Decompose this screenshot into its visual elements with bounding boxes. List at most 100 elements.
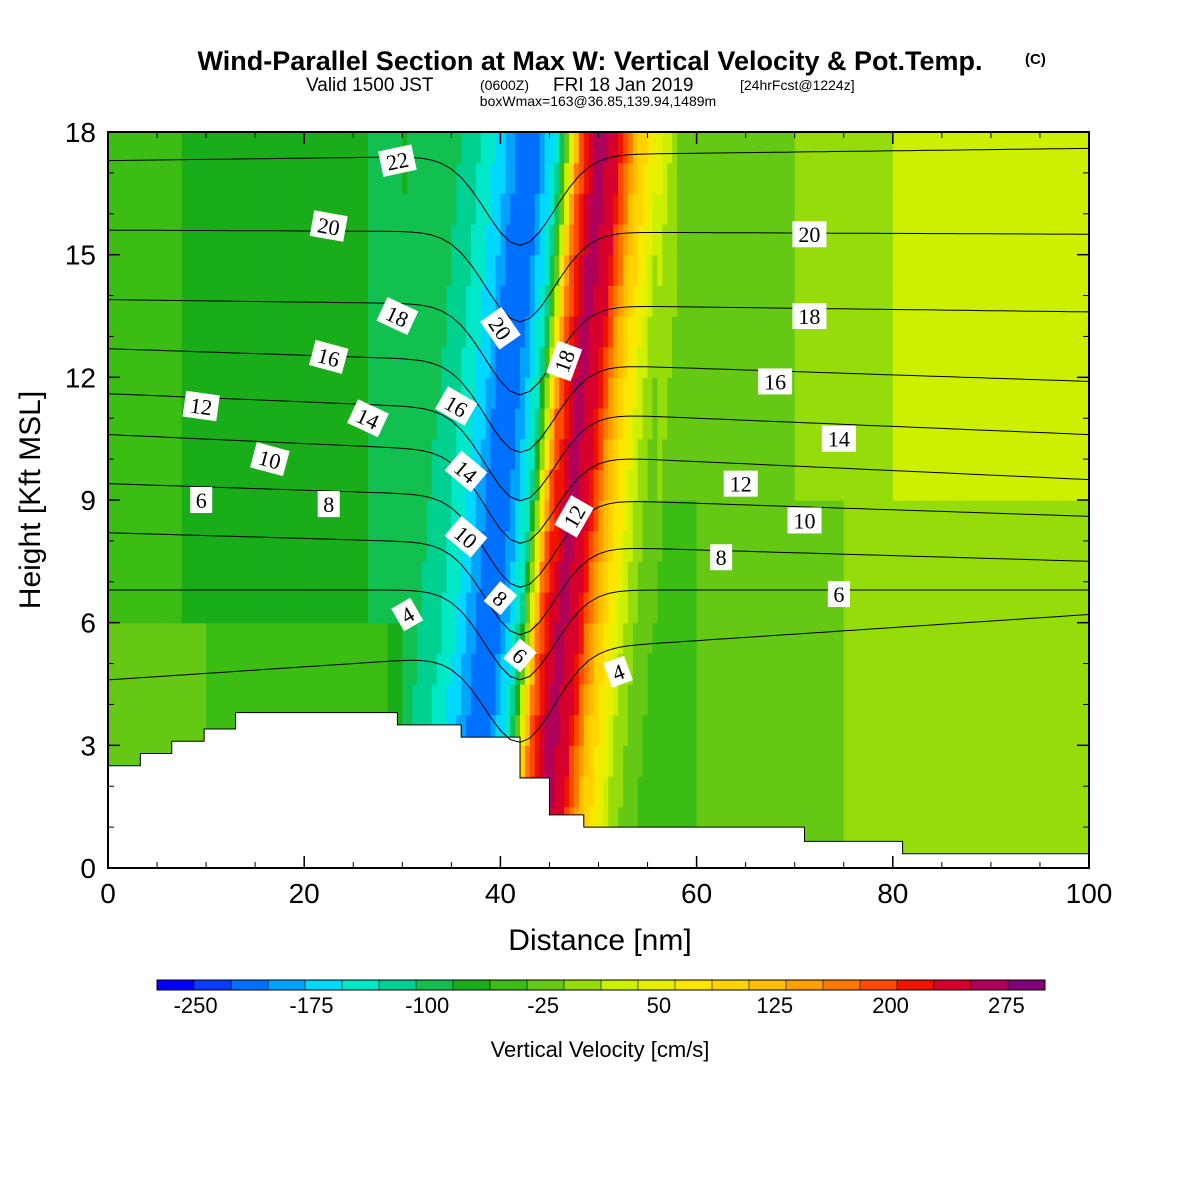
velocity-cell bbox=[946, 561, 953, 593]
velocity-cell bbox=[691, 714, 698, 746]
velocity-cell bbox=[338, 132, 345, 164]
velocity-cell bbox=[779, 714, 786, 746]
velocity-cell bbox=[1025, 162, 1031, 194]
velocity-cell bbox=[240, 193, 246, 225]
velocity-cell bbox=[990, 622, 997, 654]
velocity-cell bbox=[524, 162, 531, 194]
velocity-cell bbox=[858, 714, 864, 746]
velocity-cell bbox=[309, 316, 315, 348]
velocity-cell bbox=[211, 500, 217, 532]
velocity-cell bbox=[426, 132, 433, 164]
velocity-cell bbox=[147, 408, 153, 440]
velocity-cell bbox=[176, 162, 183, 194]
velocity-cell bbox=[137, 530, 143, 562]
velocity-cell bbox=[951, 438, 958, 470]
velocity-cell bbox=[181, 469, 188, 501]
velocity-cell bbox=[618, 592, 624, 624]
velocity-cell bbox=[407, 316, 413, 348]
velocity-cell bbox=[470, 346, 477, 378]
velocity-cell bbox=[941, 561, 948, 593]
velocity-cell bbox=[882, 408, 889, 440]
velocity-cell bbox=[956, 162, 963, 194]
velocity-cell bbox=[838, 714, 845, 746]
velocity-cell bbox=[882, 714, 889, 746]
velocity-cell bbox=[387, 377, 394, 409]
velocity-cell bbox=[569, 132, 575, 164]
velocity-cell bbox=[343, 224, 349, 256]
velocity-cell bbox=[245, 592, 251, 624]
velocity-cell bbox=[240, 592, 246, 624]
velocity-cell bbox=[618, 684, 624, 716]
velocity-cell bbox=[466, 132, 472, 164]
velocity-cell bbox=[971, 684, 977, 716]
velocity-cell bbox=[372, 653, 379, 685]
velocity-cell bbox=[932, 530, 938, 562]
velocity-cell bbox=[235, 622, 242, 654]
velocity-cell bbox=[529, 193, 536, 225]
velocity-cell bbox=[672, 162, 678, 194]
velocity-cell bbox=[387, 254, 394, 286]
velocity-cell bbox=[225, 377, 232, 409]
velocity-cell bbox=[848, 469, 855, 501]
velocity-cell bbox=[755, 346, 761, 378]
velocity-cell bbox=[760, 776, 766, 808]
velocity-cell bbox=[1084, 316, 1089, 348]
velocity-cell bbox=[1044, 316, 1051, 348]
velocity-cell bbox=[1064, 469, 1070, 501]
velocity-cell bbox=[726, 714, 732, 746]
velocity-cell bbox=[804, 285, 811, 317]
velocity-cell bbox=[922, 224, 928, 256]
velocity-cell bbox=[672, 224, 678, 256]
velocity-cell bbox=[358, 224, 364, 256]
velocity-cell bbox=[240, 561, 246, 593]
velocity-cell bbox=[986, 346, 992, 378]
velocity-cell bbox=[843, 316, 850, 348]
velocity-cell bbox=[294, 193, 300, 225]
velocity-cell bbox=[279, 193, 286, 225]
velocity-cell bbox=[215, 622, 222, 654]
velocity-cell bbox=[534, 592, 541, 624]
velocity-cell bbox=[137, 684, 143, 716]
velocity-cell bbox=[657, 745, 663, 777]
velocity-cell bbox=[961, 346, 967, 378]
velocity-cell bbox=[112, 745, 119, 777]
velocity-cell bbox=[804, 132, 811, 164]
velocity-cell bbox=[843, 530, 850, 562]
velocity-cell bbox=[343, 684, 349, 716]
velocity-cell bbox=[1025, 622, 1031, 654]
velocity-cell bbox=[912, 408, 918, 440]
velocity-cell bbox=[294, 500, 300, 532]
velocity-cell bbox=[456, 316, 462, 348]
velocity-cell bbox=[176, 254, 183, 286]
velocity-cell bbox=[730, 592, 737, 624]
velocity-cell bbox=[122, 254, 129, 286]
velocity-cell bbox=[951, 224, 958, 256]
velocity-cell bbox=[220, 224, 227, 256]
velocity-cell bbox=[853, 132, 860, 164]
velocity-cell bbox=[1005, 684, 1012, 716]
velocity-cell bbox=[927, 806, 933, 838]
velocity-cell bbox=[495, 622, 502, 654]
velocity-cell bbox=[578, 469, 585, 501]
velocity-cell bbox=[613, 346, 619, 378]
velocity-cell bbox=[343, 500, 349, 532]
velocity-cell bbox=[127, 592, 134, 624]
velocity-cell bbox=[981, 316, 987, 348]
velocity-cell bbox=[824, 193, 830, 225]
velocity-cell bbox=[986, 684, 992, 716]
velocity-cell bbox=[309, 408, 315, 440]
velocity-cell bbox=[470, 622, 477, 654]
velocity-cell bbox=[461, 592, 467, 624]
velocity-cell bbox=[573, 776, 580, 808]
velocity-cell bbox=[142, 193, 148, 225]
velocity-cell bbox=[897, 684, 904, 716]
velocity-cell bbox=[108, 193, 114, 225]
velocity-cell bbox=[382, 500, 389, 532]
velocity-cell bbox=[338, 162, 345, 194]
velocity-cell bbox=[353, 193, 359, 225]
velocity-cell bbox=[333, 254, 340, 286]
velocity-cell bbox=[152, 346, 158, 378]
velocity-cell bbox=[701, 162, 707, 194]
velocity-cell bbox=[456, 408, 462, 440]
velocity-cell bbox=[662, 438, 668, 470]
